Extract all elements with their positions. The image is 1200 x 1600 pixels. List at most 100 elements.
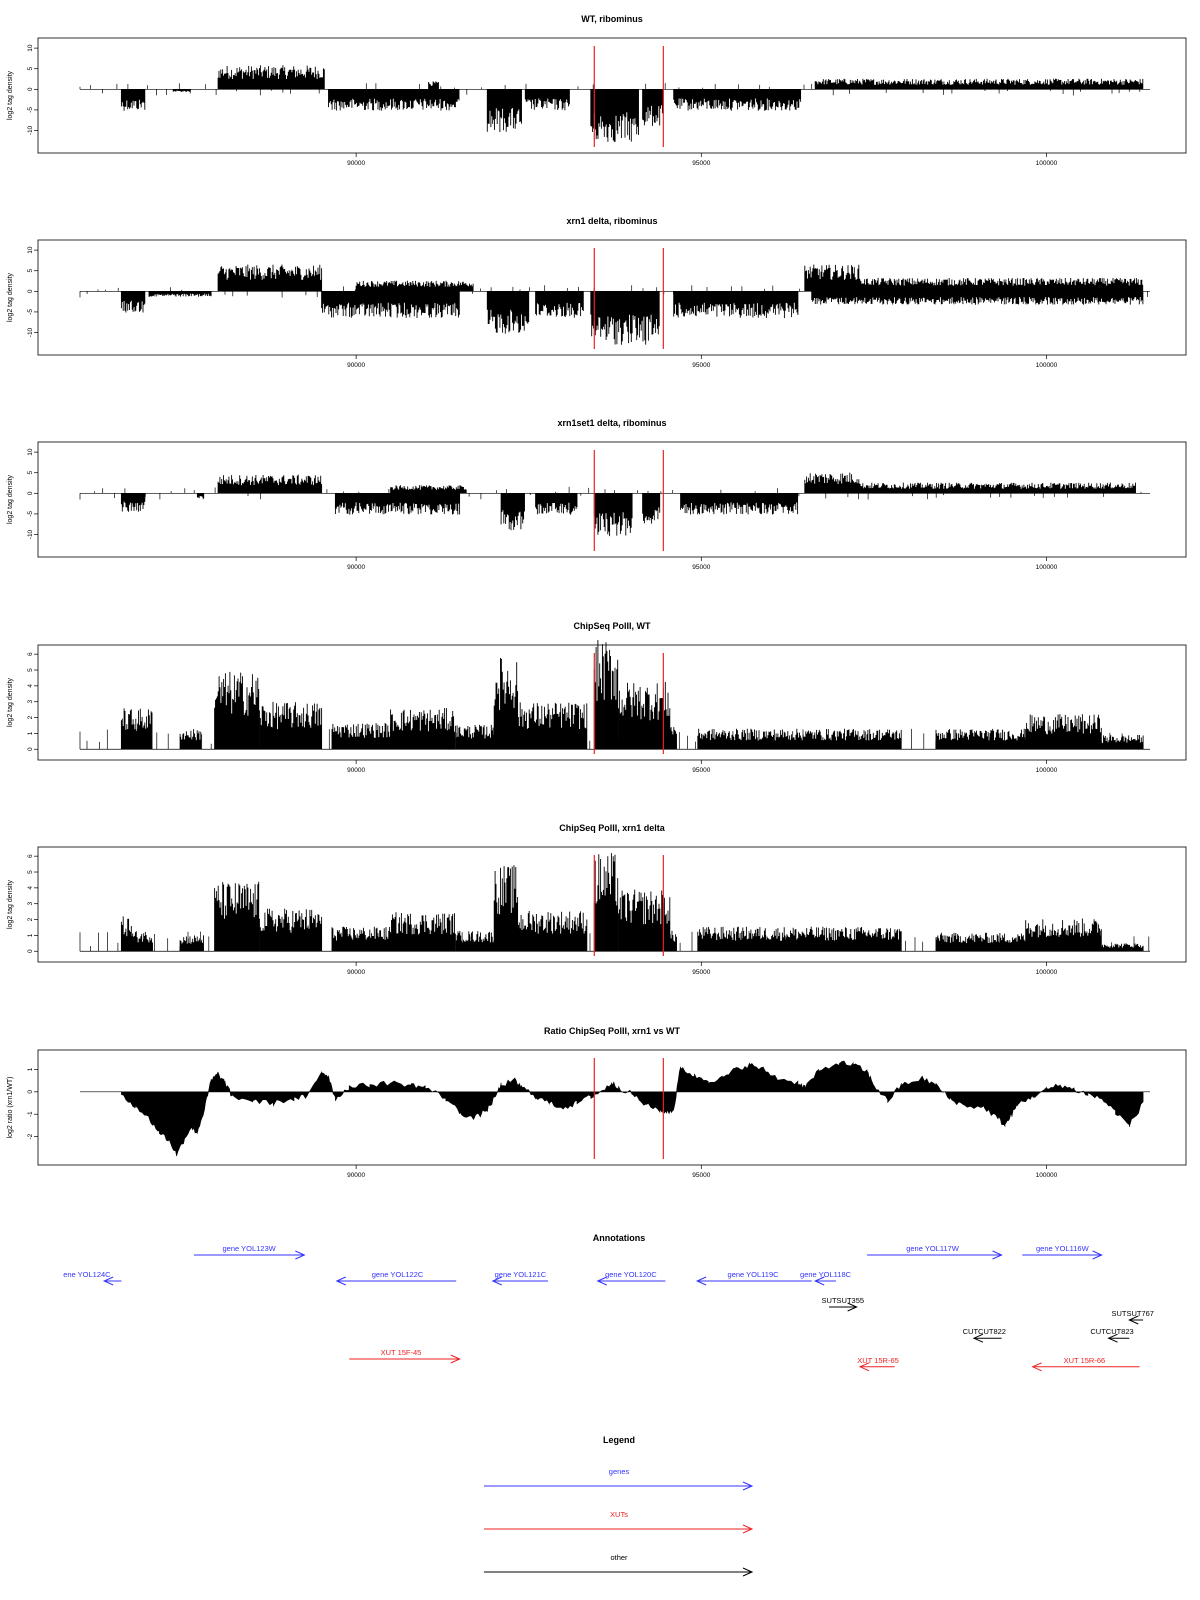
panel-title: xrn1 delta, ribominus <box>566 216 657 226</box>
signal-bars <box>593 493 633 537</box>
annotation-other: CUTCUT823 <box>1090 1327 1134 1343</box>
arrow-head <box>742 1524 754 1534</box>
x-axis: 90000 95000 100000 <box>347 760 1058 774</box>
signal-segment <box>935 728 1026 750</box>
signal-bars <box>1025 714 1102 750</box>
signal-segment <box>390 708 456 750</box>
signal-bars <box>120 291 146 313</box>
signal-bars <box>697 926 902 952</box>
arrow-head <box>1128 1315 1139 1325</box>
y-tick-label: 5 <box>27 870 34 874</box>
signal-segment <box>811 291 1144 305</box>
y-tick-label: 1 <box>27 1067 34 1071</box>
x-tick-label: 90000 <box>347 362 365 369</box>
arrow-head <box>695 1276 707 1286</box>
signal-bars <box>535 493 578 515</box>
signal-segment <box>673 89 802 111</box>
annotation-label: gene YOL117W <box>906 1244 960 1253</box>
panel-title: xrn1set1 delta, ribominus <box>557 418 666 428</box>
signal-segment <box>355 280 474 292</box>
signal-segment <box>214 671 260 750</box>
signal-bars <box>1101 943 1144 952</box>
arrow-head <box>295 1250 306 1260</box>
y-tick-label: -10 <box>27 327 34 337</box>
annotation-label: XUT 15F-45 <box>381 1348 422 1357</box>
signal-bars <box>486 291 530 334</box>
arrow-head <box>596 1276 607 1286</box>
signal-segment <box>697 926 902 952</box>
signal-segment <box>120 89 146 111</box>
signal-bars <box>217 264 323 292</box>
annotations-panel: Annotations ene YOL124C gene YOL123W gene Y… <box>63 1233 1154 1372</box>
signal-segment <box>486 89 522 132</box>
arrow-head <box>972 1333 984 1343</box>
panel-frame <box>37 644 1187 761</box>
y-axis: -10 -5 0 5 10 log2 tag density <box>7 44 38 135</box>
panel-ratio-chipseq: Ratio ChipSeq PolII, xrn1 vs WT -2 -1 0 1 log… <box>7 1026 1187 1179</box>
signal-bars <box>1025 918 1102 952</box>
y-tick-label: -2 <box>27 1133 34 1139</box>
signal-bars <box>517 911 588 952</box>
annotations-title: Annotations <box>593 1233 646 1243</box>
annotation-label: gene YOL123W <box>223 1244 277 1253</box>
signal-segment <box>331 926 391 952</box>
signal-segment <box>673 291 799 319</box>
signal-sparse <box>79 83 1141 96</box>
arrow-head <box>1107 1333 1118 1343</box>
panel-chipseq-wt: ChipSeq PolII, WT 0 1 2 3 4 5 6 log2 tag density… <box>7 621 1187 774</box>
annotation-gene: ene YOL124C <box>63 1270 122 1286</box>
signal-bars <box>804 264 861 292</box>
annotation-label: XUT 15R-66 <box>1064 1356 1106 1365</box>
signal-segment <box>1025 918 1102 952</box>
signal-segment <box>493 658 519 750</box>
arrow-head <box>450 1354 461 1364</box>
y-tick-label: -5 <box>27 511 34 517</box>
signal-bars <box>642 493 661 524</box>
annotation-label: gene YOL119C <box>728 1270 780 1279</box>
signal-bars <box>120 89 146 111</box>
signal-segment <box>120 916 132 952</box>
x-tick-label: 90000 <box>347 1172 365 1179</box>
y-tick-label: 0 <box>27 491 34 495</box>
signal-segment <box>535 493 578 515</box>
legend-label: other <box>610 1553 628 1562</box>
signal-segment <box>179 729 202 750</box>
panel-xrn1set1-ribominus: xrn1set1 delta, ribominus -10 -5 0 5 10 log2 t… <box>7 418 1187 571</box>
y-axis-label: log2 tag density <box>7 474 14 524</box>
legend-item: genes <box>484 1467 754 1491</box>
x-axis: 90000 95000 100000 <box>347 962 1058 976</box>
signal-bars <box>669 930 677 952</box>
signal-bars <box>500 493 525 531</box>
y-tick-label: 5 <box>27 471 34 475</box>
y-tick-label: 1 <box>27 731 34 735</box>
panel-frame <box>37 239 1187 356</box>
signal-segment <box>697 728 902 750</box>
signal-segment <box>172 89 191 92</box>
signal-segment <box>390 912 456 952</box>
signal-segment <box>590 291 660 345</box>
signal-bars <box>935 932 1026 952</box>
signal-segment <box>1101 943 1144 952</box>
signal-bars <box>935 728 1026 750</box>
annotation-label: gene YOL120C <box>605 1270 657 1279</box>
signal-segment <box>804 472 861 494</box>
signal-segment <box>593 640 619 750</box>
signal-segment <box>217 264 323 292</box>
signal-bars <box>669 727 677 750</box>
annotation-xut: XUT 15R-65 <box>857 1356 899 1372</box>
signal-segment <box>120 493 146 512</box>
y-tick-label: -1 <box>27 1111 34 1117</box>
signal-bars <box>214 671 260 750</box>
signal-segment <box>593 853 619 952</box>
y-tick-label: 0 <box>27 1090 34 1094</box>
x-tick-label: 95000 <box>692 362 710 369</box>
y-tick-label: 6 <box>27 854 34 858</box>
signal-bars <box>590 89 639 142</box>
ratio-area <box>121 1060 1144 1157</box>
annotation-other: SUTSUT355 <box>822 1296 864 1312</box>
annotation-gene: gene YOL123W <box>193 1244 306 1260</box>
x-tick-label: 90000 <box>347 564 365 571</box>
y-tick-label: 10 <box>27 44 34 52</box>
panel-title: Ratio ChipSeq PolII, xrn1 vs WT <box>544 1026 681 1036</box>
panel-frame <box>37 1049 1187 1166</box>
